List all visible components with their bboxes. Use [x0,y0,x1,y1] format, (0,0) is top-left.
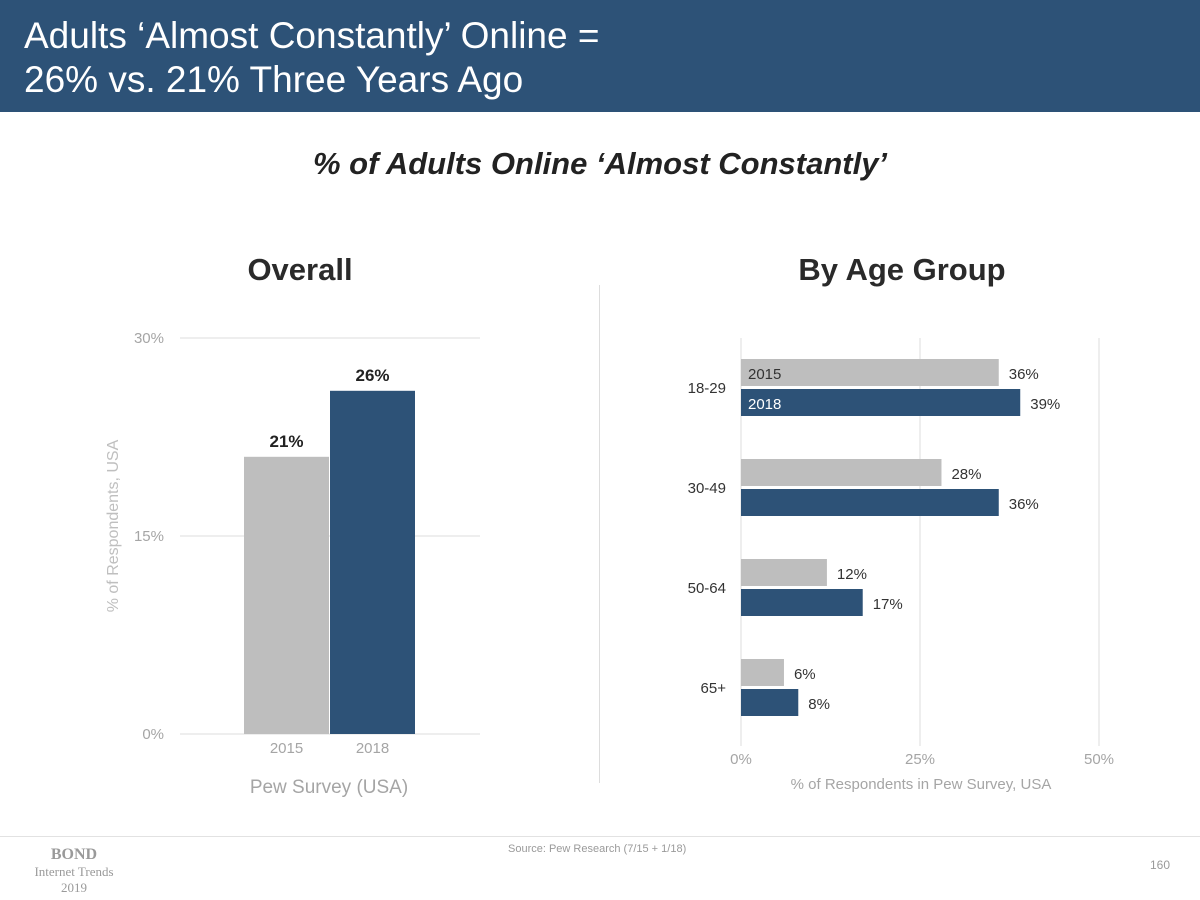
age-data-label: 36% [1009,496,1039,513]
age-bar-50-64-2015 [741,559,827,586]
overall-x-axis-label: Pew Survey (USA) [250,777,408,798]
header-title-line-1: Adults ‘Almost Constantly’ Online = [24,15,600,56]
age-category-label: 50-64 [688,580,726,597]
bond-logo: BOND [50,846,98,863]
age-bar-65+-2018 [741,689,799,716]
footer-divider [0,836,1200,837]
age-chart-title: By Age Group [798,252,1006,287]
age-data-label: 12% [837,566,867,583]
overall-chart-title: Overall [247,252,353,287]
age-data-label: 36% [1009,366,1039,383]
page-number: 160 [1150,858,1171,872]
age-category-label: 30-49 [688,480,726,497]
age-category-label: 65+ [701,680,727,697]
age-bar-65+-2015 [741,659,784,686]
age-data-label: 28% [951,466,981,483]
source-note: Source: Pew Research (7/15 + 1/18) [508,843,687,855]
header-banner: Adults ‘Almost Constantly’ Online = 26% … [0,0,1200,112]
overall-y-tick-label: 0% [142,726,164,743]
age-data-label: 39% [1030,396,1060,413]
slide-subtitle: % of Adults Online ‘Almost Constantly’ [312,146,888,181]
age-legend-label-2018: 2018 [748,396,781,413]
overall-bar-2018 [330,390,415,734]
age-data-label: 17% [873,596,903,613]
overall-data-label: 26% [355,366,389,385]
bond-logo-year: 2019 [61,880,87,895]
age-x-tick-label: 50% [1084,751,1114,768]
age-bar-30-49-2018 [741,489,999,516]
overall-chart: 0% 15% 30% 21% 2015 26% 2018 % of Respondents, … [105,330,480,798]
age-bar-18-29-2018 [741,389,1021,416]
overall-x-tick-label: 2015 [270,740,303,757]
header-title-line-2: 26% vs. 21% Three Years Ago [24,59,524,100]
age-legend-label-2015: 2015 [748,366,781,383]
overall-bar-2015 [244,456,329,734]
age-data-label: 6% [794,666,816,683]
age-data-label: 8% [808,696,830,713]
age-x-tick-label: 25% [905,751,935,768]
age-category-label: 18-29 [688,380,726,397]
age-x-axis-label: % of Respondents in Pew Survey, USA [791,776,1052,793]
age-bar-30-49-2015 [741,459,942,486]
overall-y-axis-label: % of Respondents, USA [105,439,122,612]
overall-y-tick-label: 30% [134,330,164,347]
age-x-tick-label: 0% [730,751,752,768]
overall-y-tick-label: 15% [134,528,164,545]
bond-logo-subtitle: Internet Trends [34,864,114,879]
overall-data-label: 21% [269,432,303,451]
age-bar-50-64-2018 [741,589,863,616]
panel-divider [599,285,600,783]
overall-x-tick-label: 2018 [356,740,389,757]
age-bar-18-29-2015 [741,359,999,386]
age-chart: 0% 25% 50% 18-29 36% 2015 39% 2018 30-49 28% 36% 50… [688,338,1114,793]
